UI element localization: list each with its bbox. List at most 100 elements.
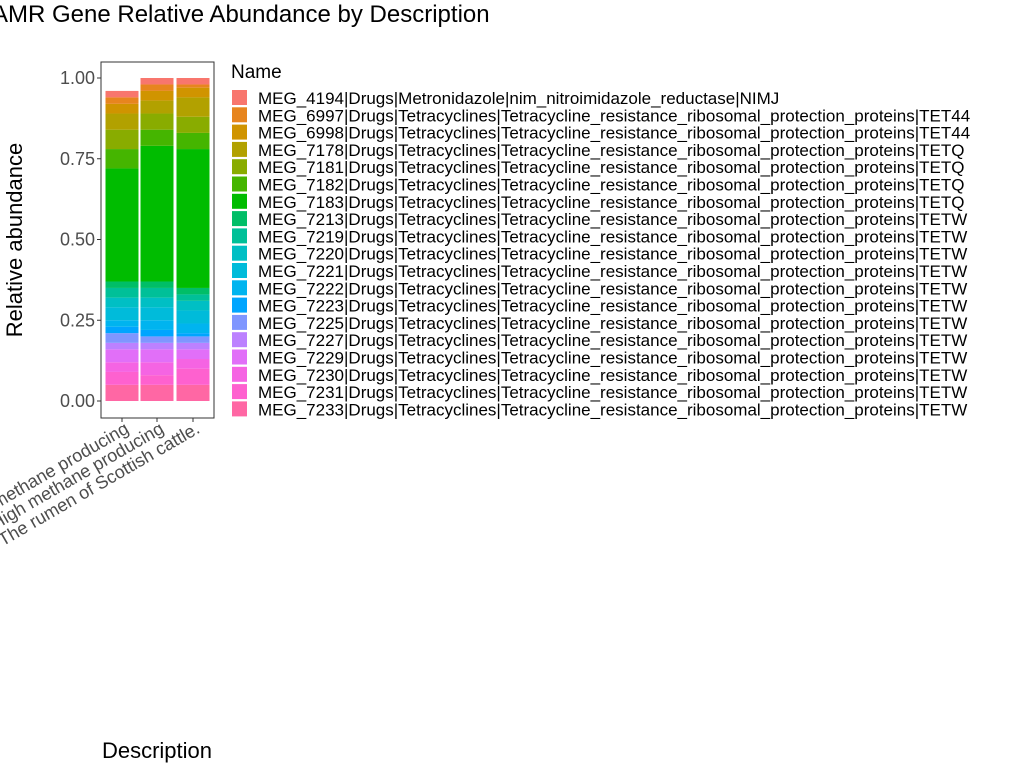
bar-segment [176,78,210,85]
bar-segment [140,287,174,298]
legend-label: MEG_6997|Drugs|Tetracyclines|Tetracyclin… [258,106,970,125]
legend-key [232,297,247,313]
legend-label: MEG_7178|Drugs|Tetracyclines|Tetracyclin… [258,141,964,160]
bar-segment [140,329,174,337]
legend-title: Name [231,62,282,83]
bar-segment [105,297,139,308]
x-axis-title: Description [102,738,212,763]
bar-segment [140,336,174,343]
bar-segment [176,336,210,343]
legend-label: MEG_7222|Drugs|Tetracyclines|Tetracyclin… [258,279,967,298]
legend-key [232,211,247,227]
bar-segment [105,333,139,343]
bar-segment [105,168,139,282]
legend: Name MEG_4194|Drugs|Metronidazole|nim_ni… [231,62,970,419]
legend-key [232,384,247,400]
legend-key [232,349,247,365]
legend-label: MEG_4194|Drugs|Metronidazole|nim_nitroim… [258,89,779,108]
legend-key [232,228,247,244]
legend-key [232,314,247,330]
bar-segment [105,113,139,130]
y-tick-label: 0.50 [60,230,95,250]
bar-segment [176,323,210,334]
legend-label: MEG_7233|Drugs|Tetracyclines|Tetracyclin… [258,400,967,419]
legend-key [232,280,247,296]
bar-segment [140,342,174,350]
legend-label: MEG_6998|Drugs|Tetracyclines|Tetracyclin… [258,124,970,143]
chart-title: AMR Gene Relative Abundance by Descripti… [0,1,490,28]
bar-segment [140,90,174,101]
bar-segment [105,326,139,334]
legend-key [232,263,247,278]
bar-segment [105,103,139,114]
legend-key [232,124,247,140]
bars-layer [105,78,210,401]
legend-label: MEG_7231|Drugs|Tetracyclines|Tetracyclin… [258,383,967,402]
bar-segment [140,320,174,330]
bar-segment [105,320,139,327]
legend-key [232,107,247,123]
bar-segment [140,145,174,282]
legend-items: MEG_4194|Drugs|Metronidazole|nim_nitroim… [232,89,970,419]
legend-label: MEG_7219|Drugs|Tetracyclines|Tetracyclin… [258,227,967,246]
bar-segment [176,294,210,301]
legend-label: MEG_7229|Drugs|Tetracyclines|Tetracyclin… [258,349,967,368]
bar-segment [140,78,174,85]
legend-key [232,401,247,417]
bar-segment [140,113,174,130]
bar-segment [105,349,139,363]
bar-segment [105,307,139,321]
bar-segment [176,359,210,369]
bar-segment [176,116,210,133]
bar-segment [105,90,139,98]
legend-key [232,332,247,348]
bar-segment [105,342,139,350]
bar-segment [105,371,139,385]
bar-segment [176,287,210,295]
y-tick-label: 0.75 [60,149,95,169]
legend-key [232,141,247,157]
bar-segment [176,342,210,350]
legend-key [232,366,247,382]
bar-segment [176,84,210,88]
bar-segment [105,149,139,169]
bar-segment [140,84,174,91]
bar-segment [140,281,174,288]
y-tick-label: 1.00 [60,68,95,88]
bar-segment [176,368,210,385]
bar-segment [140,362,174,376]
bar-segment [140,375,174,385]
bar-segment [176,300,210,311]
bar-segment [176,87,210,98]
y-axis: 0.00 0.25 0.50 0.75 1.00 [60,68,101,411]
bar-segment [176,333,210,337]
bar-segment [105,384,139,401]
legend-label: MEG_7227|Drugs|Tetracyclines|Tetracyclin… [258,331,967,350]
legend-key [232,245,247,261]
legend-label: MEG_7225|Drugs|Tetracyclines|Tetracyclin… [258,314,967,333]
legend-key [232,193,247,209]
bar-segment [140,307,174,321]
bar-segment [176,310,210,324]
bar-segment [140,100,174,114]
bar-segment [140,129,174,146]
bar-segment [140,349,174,363]
bar-segment [140,384,174,401]
legend-label: MEG_7221|Drugs|Tetracyclines|Tetracyclin… [258,262,967,281]
bar-segment [105,287,139,298]
bar-segment [105,129,139,150]
legend-key [232,90,247,105]
bar-segment [105,97,139,104]
bar-segment [176,132,210,150]
y-tick-label: 0.25 [60,310,95,330]
y-tick-label: 0.00 [60,391,95,411]
bar-segment [176,149,210,288]
legend-label: MEG_7181|Drugs|Tetracyclines|Tetracyclin… [258,158,964,177]
bar-segment [105,281,139,288]
bar-segment [140,297,174,308]
bar-segment [176,349,210,360]
bar-segment [176,97,210,117]
legend-key [232,176,247,192]
